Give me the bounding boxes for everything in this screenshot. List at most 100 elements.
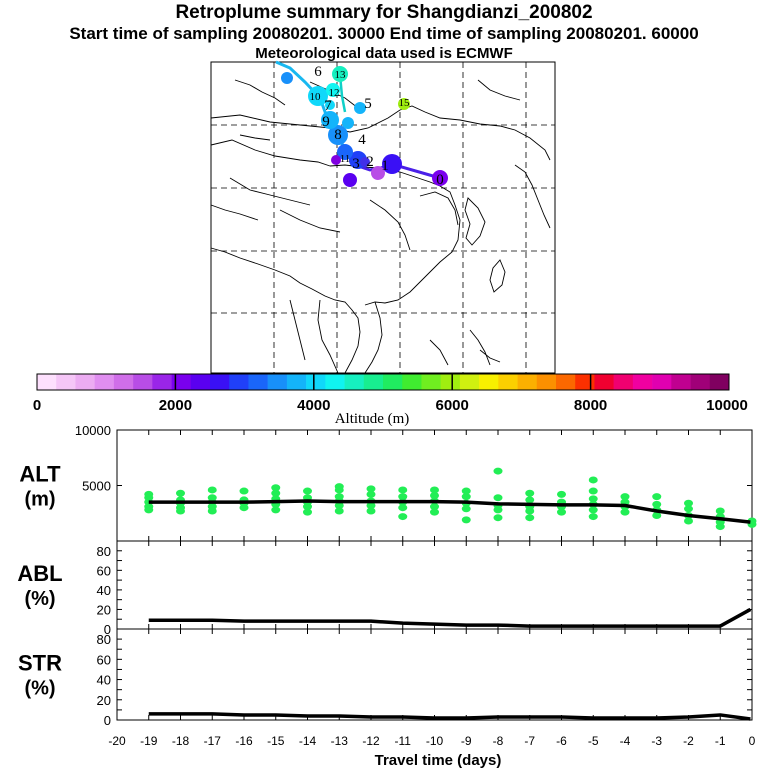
trajectory-day-label: 12 [329,87,340,99]
trajectory-day-label: 13 [335,69,347,81]
trajectory-plume-blob [332,66,348,82]
trajectory-day-label: 2 [366,154,374,170]
colorbar-tick-label: 8000 [574,397,607,414]
colorbar-tick-label: 4000 [297,397,330,414]
altitude-point [652,511,662,519]
altitude-point [588,506,598,514]
x-tick-label: -16 [235,734,253,748]
colorbar-swatch [306,374,326,390]
colorbar-label: Altitude (m) [335,411,410,427]
colorbar-swatch [190,374,211,390]
panel-frame [116,540,753,630]
trajectory-plume-blob [325,100,335,110]
x-tick-label: -7 [524,734,535,748]
altitude-point [207,486,217,494]
colorbar-swatch [75,374,95,390]
colorbar-tick-label: 10000 [706,397,748,414]
colorbar-swatch [671,374,691,390]
altitude-point [588,487,598,495]
y-axis-label: ALT [19,462,61,487]
altitude-point [398,486,408,494]
panel-frame [116,628,753,721]
colorbar-swatch [37,374,57,390]
y-tick-label: 20 [97,602,111,617]
altitude-point [303,508,312,516]
y-tick-label: 0 [104,622,111,637]
colorbar-swatch [267,374,288,390]
x-tick-label: -14 [299,734,317,748]
colorbar-swatch [479,374,499,390]
x-tick-label: -19 [140,734,158,748]
altitude-point [461,516,471,524]
colorbar-swatch [344,374,365,390]
trajectory-day-label: 3 [352,156,360,172]
colorbar-swatch [94,374,115,390]
chart-title: Retroplume summary for Shangdianzi_20080… [175,2,593,23]
x-tick-label: -17 [204,734,222,748]
colorbar-tick-label: 2000 [159,397,192,414]
altitude-point [334,507,344,515]
colorbar-frame [36,373,730,391]
altitude-point [398,504,408,512]
altitude-point [588,476,598,484]
colorbar-swatch [613,374,634,390]
altitude-point [525,489,535,497]
colorbar-swatch [536,374,557,390]
trajectory-day-label: 10 [310,91,322,103]
y-axis-label: STR [18,651,62,676]
trajectory-day-label: 5 [364,96,372,112]
trajectory-plume-blob [326,83,340,97]
altitude-point [557,508,566,516]
y-axis-unit: (%) [24,678,55,700]
colorbar-swatch [171,374,192,390]
trajectory-plume-blob [342,117,354,129]
y-axis-label: ABL [17,561,62,586]
x-tick-label: -9 [461,734,472,748]
colorbar-swatch [421,374,441,390]
altitude-point [620,493,630,501]
trajectory-plume-blob [321,111,339,129]
colorbar-swatch [498,374,518,390]
y-tick-label: 60 [97,652,111,667]
altitude-point [493,467,503,475]
colorbar-swatch [402,374,422,390]
altitude-point [334,493,344,501]
trajectory-day-label: 9 [322,114,330,130]
colorbar-swatch [363,374,384,390]
x-tick-label: -20 [108,734,126,748]
altitude-point [334,483,344,491]
colorbar-swatch [286,374,307,390]
y-axis-unit: (m) [24,489,55,511]
altitude-point [207,494,217,502]
y-tick-label: 0 [104,713,111,728]
altitude-point [684,499,693,507]
altitude-point [525,514,535,522]
x-tick-label: -15 [267,734,285,748]
colorbar-swatch [56,374,76,390]
altitude-point [430,491,439,499]
colorbar-swatch [440,374,461,390]
trajectory-day-label: 7 [324,98,332,114]
trajectory-plume-blob [432,170,448,186]
trajectory-plume-blob [398,98,410,110]
colorbar-swatch [652,374,672,390]
colorbar-swatch [210,374,230,390]
trajectory-plume-blob [308,86,328,106]
colorbar-swatch [133,374,153,390]
y-axis-unit: (%) [24,588,55,610]
x-tick-label: -3 [651,734,662,748]
y-tick-label: 40 [97,673,111,688]
colorbar-swatch [248,374,268,390]
altitude-point [144,490,154,498]
sampling-times: Start time of sampling 20080201. 30000 E… [69,24,699,43]
trajectory-day-label: 0 [436,172,444,188]
x-tick-label: 0 [749,734,756,748]
map-gridlines [211,62,555,373]
colorbar-tick-label: 0 [33,397,41,414]
altitude-point [652,500,662,508]
x-tick-label: -18 [172,734,190,748]
trajectory-plume-blob [382,154,402,174]
altitude-point [525,496,535,504]
